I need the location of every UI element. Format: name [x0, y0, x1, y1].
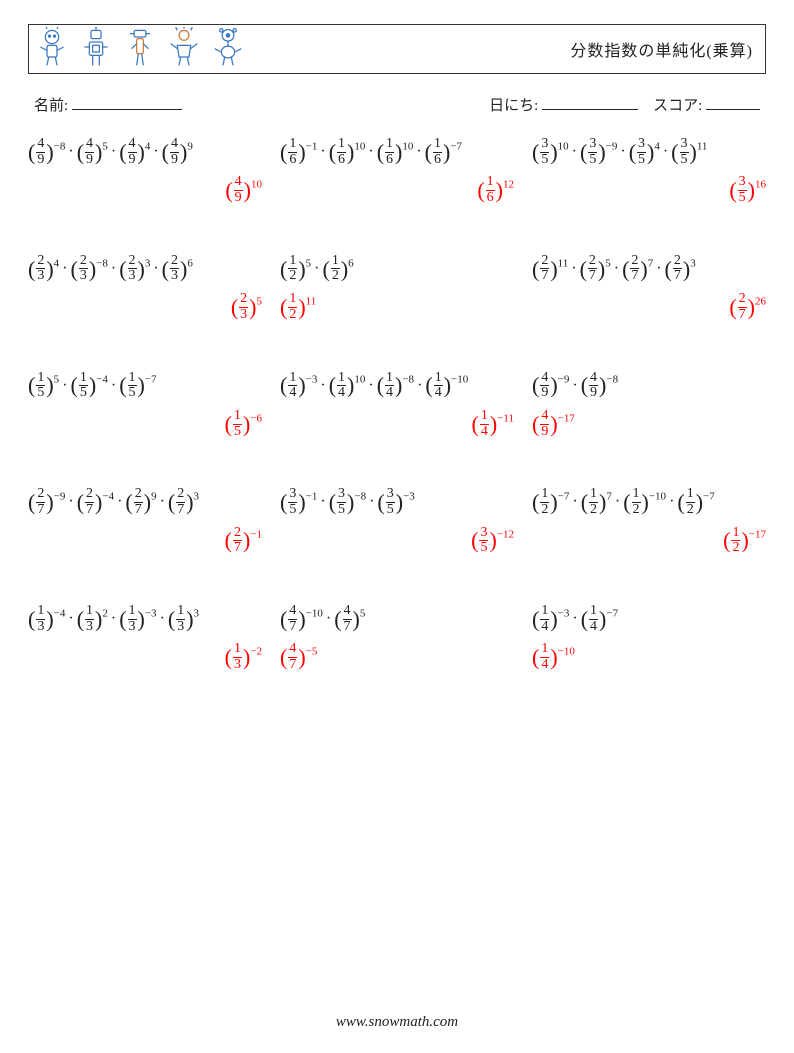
problem-cell: (27)11·(27)5·(27)7·(27)3 (27)26	[532, 254, 766, 323]
problem-answer: (35)16	[532, 175, 766, 205]
problem-answer: (12)−17	[532, 526, 766, 556]
problem-expression: (27)−9·(27)−4·(27)9·(27)3	[28, 487, 262, 517]
problem-expression: (14)−3·(14)10·(14)−8·(14)−10	[280, 371, 514, 401]
problem-cell: (49)−9·(49)−8 (49)−17	[532, 371, 766, 440]
problem-answer: (15)−6	[28, 409, 262, 439]
problem-cell: (13)−4·(13)2·(13)−3·(13)3 (13)−2	[28, 604, 262, 673]
date-label: 日にち:	[489, 98, 538, 114]
problem-answer: (13)−2	[28, 642, 262, 672]
robot-icon	[123, 27, 157, 72]
problem-expression: (12)−7·(12)7·(12)−10·(12)−7	[532, 487, 766, 517]
worksheet-header: 分数指数の単純化(乗算)	[28, 24, 766, 74]
robot-icon	[35, 27, 69, 72]
problem-answer: (14)−11	[280, 409, 514, 439]
problem-cell: (14)−3·(14)10·(14)−8·(14)−10 (14)−11	[280, 371, 514, 440]
problem-answer: (47)−5	[280, 642, 514, 672]
problem-cell: (14)−3·(14)−7 (14)−10	[532, 604, 766, 673]
name-label: 名前:	[34, 98, 68, 114]
problem-cell: (47)−10·(47)5 (47)−5	[280, 604, 514, 673]
problem-expression: (15)5·(15)−4·(15)−7	[28, 371, 262, 401]
robot-icon	[79, 27, 113, 72]
date-score-group: 日にち: スコア:	[489, 94, 760, 115]
problem-cell: (23)4·(23)−8·(23)3·(23)6 (23)5	[28, 254, 262, 323]
problem-expression: (16)−1·(16)10·(16)10·(16)−7	[280, 137, 514, 167]
problem-cell: (35)−1·(35)−8·(35)−3 (35)−12	[280, 487, 514, 556]
problem-cell: (35)10·(35)−9·(35)4·(35)11 (35)16	[532, 137, 766, 206]
problem-cell: (12)5·(12)6 (12)11	[280, 254, 514, 323]
problem-cell: (12)−7·(12)7·(12)−10·(12)−7 (12)−17	[532, 487, 766, 556]
score-label: スコア:	[653, 98, 702, 114]
info-row: 名前: 日にち: スコア:	[34, 94, 760, 115]
problem-expression: (14)−3·(14)−7	[532, 604, 766, 634]
date-blank	[542, 109, 638, 110]
problem-expression: (35)−1·(35)−8·(35)−3	[280, 487, 514, 517]
problem-expression: (49)−8·(49)5·(49)4·(49)9	[28, 137, 262, 167]
robot-icon	[167, 27, 201, 72]
footer-url: www.snowmath.com	[0, 1014, 794, 1031]
problem-expression: (23)4·(23)−8·(23)3·(23)6	[28, 254, 262, 284]
worksheet-title: 分数指数の単純化(乗算)	[570, 37, 753, 61]
problem-answer: (27)26	[532, 292, 766, 322]
score-blank	[706, 109, 760, 110]
name-blank	[72, 109, 182, 110]
problem-expression: (35)10·(35)−9·(35)4·(35)11	[532, 137, 766, 167]
problem-answer: (27)−1	[28, 526, 262, 556]
problem-grid: (49)−8·(49)5·(49)4·(49)9 (49)10 (16)−1·(16…	[28, 137, 766, 721]
problem-cell: (15)5·(15)−4·(15)−7 (15)−6	[28, 371, 262, 440]
problem-answer: (14)−10	[532, 642, 766, 672]
problem-answer: (12)11	[280, 292, 514, 322]
problem-expression: (27)11·(27)5·(27)7·(27)3	[532, 254, 766, 284]
problem-cell: (49)−8·(49)5·(49)4·(49)9 (49)10	[28, 137, 262, 206]
robot-icon-row	[35, 27, 245, 72]
problem-answer: (35)−12	[280, 526, 514, 556]
problem-cell: (16)−1·(16)10·(16)10·(16)−7 (16)12	[280, 137, 514, 206]
problem-expression: (13)−4·(13)2·(13)−3·(13)3	[28, 604, 262, 634]
name-field: 名前:	[34, 94, 182, 115]
problem-expression: (49)−9·(49)−8	[532, 371, 766, 401]
problem-answer: (23)5	[28, 292, 262, 322]
problem-answer: (16)12	[280, 175, 514, 205]
problem-answer: (49)−17	[532, 409, 766, 439]
problem-expression: (47)−10·(47)5	[280, 604, 514, 634]
problem-answer: (49)10	[28, 175, 262, 205]
problem-cell: (27)−9·(27)−4·(27)9·(27)3 (27)−1	[28, 487, 262, 556]
problem-expression: (12)5·(12)6	[280, 254, 514, 284]
robot-icon	[211, 27, 245, 72]
